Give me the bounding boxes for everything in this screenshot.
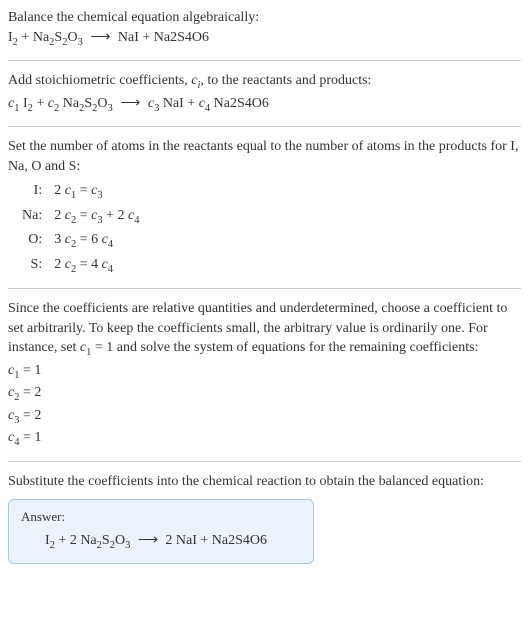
solution-list: c1 = 1 c2 = 2 c3 = 2 c4 = 1 (8, 361, 521, 451)
atom-balance-table: I: 2 c1 = c3 Na: 2 c2 = c3 + 2 c4 O: 3 c… (16, 180, 145, 278)
step2-text: Set the number of atoms in the reactants… (8, 137, 521, 176)
intro-line: Balance the chemical equation algebraica… (8, 8, 521, 28)
equation-cell: 2 c2 = 4 c4 (48, 254, 145, 278)
species: Na (33, 30, 49, 45)
coef-sub: 4 (134, 215, 139, 226)
species: Na (59, 96, 79, 111)
species: NaI + (159, 96, 198, 111)
solution-line: c3 = 2 (8, 406, 521, 428)
divider (8, 288, 521, 289)
plus: + (33, 96, 48, 111)
answer-label: Answer: (21, 508, 301, 526)
species: S (84, 96, 92, 111)
answer-box: Answer: I2 + 2 Na2S2O3 ⟶ 2 NaI + Na2S4O6 (8, 499, 314, 564)
divider (8, 461, 521, 462)
step1-section: Add stoichiometric coefficients, ci, to … (8, 71, 521, 116)
element-label: Na: (16, 205, 48, 229)
solution-line: c2 = 2 (8, 383, 521, 405)
species: O (97, 96, 107, 111)
subscript: 3 (108, 102, 113, 113)
species: Na2S4O6 (210, 96, 269, 111)
divider (8, 60, 521, 61)
species: NaI + Na2S4O6 (118, 30, 209, 45)
equation-cell: 2 c2 = c3 + 2 c4 (48, 205, 145, 229)
intro-section: Balance the chemical equation algebraica… (8, 8, 521, 50)
solution-line: c4 = 1 (8, 428, 521, 450)
arrow-icon: ⟶ (134, 533, 162, 548)
element-label: O: (16, 229, 48, 253)
text: + 2 (103, 208, 128, 223)
solution-line: c1 = 1 (8, 361, 521, 383)
table-row: I: 2 c1 = c3 (16, 180, 145, 204)
step3-section: Since the coefficients are relative quan… (8, 299, 521, 451)
text: = 2 (19, 385, 41, 400)
text: Add stoichiometric coefficients, (8, 73, 191, 88)
text: = 1 (19, 363, 41, 378)
species: S (102, 533, 110, 548)
text: , to the reactants and products: (200, 73, 371, 88)
text: = 1 and solve the system of equations fo… (91, 340, 478, 355)
text: = (76, 208, 91, 223)
species: O (67, 30, 77, 45)
subscript: 3 (78, 36, 83, 47)
species: I (19, 96, 27, 111)
table-row: O: 3 c2 = 6 c4 (16, 229, 145, 253)
step2-section: Set the number of atoms in the reactants… (8, 137, 521, 278)
species: O (115, 533, 125, 548)
step4-section: Substitute the coefficients into the che… (8, 472, 521, 492)
text: 2 (54, 183, 65, 198)
equation-cell: 3 c2 = 6 c4 (48, 229, 145, 253)
step1-equation: c1 I2 + c2 Na2S2O3 ⟶ c3 NaI + c4 Na2S4O6 (8, 94, 521, 116)
arrow-icon: ⟶ (86, 30, 114, 45)
coef-sub: 3 (97, 190, 102, 201)
coef-sub: 4 (108, 239, 113, 250)
step4-text: Substitute the coefficients into the che… (8, 472, 521, 492)
step3-text: Since the coefficients are relative quan… (8, 299, 521, 361)
text: 3 (54, 232, 65, 247)
subscript: 3 (125, 539, 130, 550)
text: = (76, 183, 91, 198)
text: = 6 (76, 232, 101, 247)
text: = 2 (19, 408, 41, 423)
plus: + (18, 30, 33, 45)
coef-sub: 4 (108, 263, 113, 274)
table-row: S: 2 c2 = 4 c4 (16, 254, 145, 278)
divider (8, 126, 521, 127)
intro-equation: I2 + Na2S2O3 ⟶ NaI + Na2S4O6 (8, 28, 521, 50)
step1-text: Add stoichiometric coefficients, ci, to … (8, 71, 521, 93)
element-label: S: (16, 254, 48, 278)
arrow-icon: ⟶ (116, 96, 144, 111)
answer-equation: I2 + 2 Na2S2O3 ⟶ 2 NaI + Na2S4O6 (21, 531, 301, 553)
element-label: I: (16, 180, 48, 204)
table-row: Na: 2 c2 = c3 + 2 c4 (16, 205, 145, 229)
text: = 1 (19, 430, 41, 445)
text: 2 (54, 208, 65, 223)
text: 2 (54, 257, 65, 272)
species: 2 NaI + Na2S4O6 (162, 533, 267, 548)
equation-cell: 2 c1 = c3 (48, 180, 145, 204)
text: = 4 (76, 257, 101, 272)
text: + 2 Na (55, 533, 97, 548)
